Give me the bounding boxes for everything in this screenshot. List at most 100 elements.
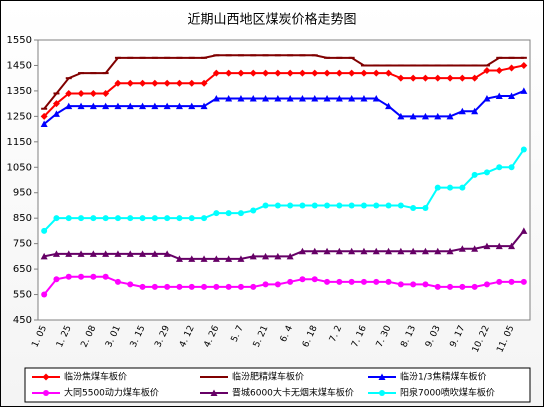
- marker: [249, 69, 257, 77]
- marker: [212, 95, 220, 102]
- marker: [237, 95, 245, 102]
- marker: [324, 278, 331, 285]
- marker: [114, 250, 122, 257]
- marker: [397, 202, 404, 209]
- marker: [126, 102, 134, 110]
- marker: [262, 281, 269, 288]
- chart-title: 近期山西地区煤炭价格走势图: [187, 12, 356, 28]
- marker: [274, 252, 282, 260]
- marker: [151, 215, 158, 222]
- marker: [65, 89, 73, 97]
- marker: [65, 215, 72, 222]
- marker: [422, 205, 429, 211]
- marker: [286, 95, 294, 102]
- marker: [360, 69, 368, 77]
- marker: [520, 61, 528, 69]
- marker: [360, 278, 367, 285]
- marker: [262, 95, 270, 102]
- marker: [372, 69, 380, 77]
- marker: [188, 283, 195, 290]
- marker: [40, 252, 48, 260]
- marker: [151, 250, 159, 257]
- legend-label: 临汾1/3焦精煤车板价: [400, 371, 487, 383]
- marker: [274, 95, 282, 102]
- marker: [287, 202, 294, 209]
- y-tick-label: 1250: [7, 111, 32, 122]
- marker: [483, 169, 490, 176]
- marker: [434, 74, 442, 82]
- series-line: [43, 275, 524, 296]
- marker: [373, 278, 380, 285]
- marker: [335, 95, 343, 102]
- marker: [508, 92, 516, 99]
- marker: [311, 276, 318, 283]
- marker: [483, 281, 490, 288]
- marker: [459, 184, 466, 191]
- marker: [348, 95, 356, 102]
- marker: [422, 281, 429, 288]
- marker: [336, 278, 343, 285]
- marker: [52, 110, 60, 117]
- marker: [65, 250, 73, 257]
- marker: [164, 215, 171, 222]
- marker: [397, 281, 404, 288]
- marker: [164, 283, 171, 290]
- marker: [446, 247, 454, 255]
- marker: [237, 255, 245, 262]
- marker: [495, 242, 503, 250]
- marker: [348, 278, 355, 285]
- marker: [163, 250, 171, 257]
- legend-label: 晋城6000大卡无烟末煤车板价: [232, 387, 354, 399]
- marker: [360, 95, 368, 102]
- marker: [77, 89, 85, 97]
- marker: [348, 202, 355, 209]
- marker: [471, 74, 479, 82]
- marker: [89, 250, 97, 257]
- marker: [53, 215, 60, 222]
- marker: [286, 252, 294, 260]
- marker: [324, 202, 331, 209]
- marker: [298, 69, 306, 77]
- marker: [434, 184, 441, 191]
- marker: [495, 92, 503, 99]
- marker: [446, 74, 454, 82]
- marker: [379, 390, 385, 396]
- y-tick-label: 1150: [7, 137, 32, 148]
- marker: [520, 227, 528, 234]
- marker: [496, 278, 503, 285]
- marker: [102, 250, 110, 257]
- marker: [287, 278, 294, 285]
- marker: [311, 247, 319, 255]
- marker: [323, 247, 331, 255]
- series-line: [43, 54, 524, 110]
- marker: [42, 373, 50, 381]
- marker: [114, 79, 122, 87]
- marker: [139, 283, 146, 290]
- marker: [151, 79, 159, 87]
- marker: [409, 112, 417, 120]
- marker: [447, 283, 454, 290]
- marker: [78, 273, 85, 280]
- marker: [114, 278, 121, 285]
- marker: [188, 102, 196, 110]
- marker: [210, 389, 218, 396]
- marker: [298, 247, 306, 255]
- marker: [225, 95, 233, 102]
- marker: [250, 207, 257, 214]
- marker: [378, 373, 386, 380]
- marker: [77, 102, 85, 110]
- marker: [335, 247, 343, 255]
- marker: [336, 202, 343, 209]
- marker: [126, 79, 134, 87]
- marker: [77, 250, 85, 257]
- marker: [459, 283, 466, 290]
- marker: [89, 89, 97, 97]
- marker: [458, 245, 466, 252]
- marker: [262, 69, 270, 77]
- marker: [102, 273, 109, 280]
- marker: [520, 278, 527, 285]
- legend-label: 大同5500动力煤车板价: [64, 387, 159, 399]
- marker: [458, 74, 466, 82]
- marker: [163, 102, 171, 110]
- marker: [410, 281, 417, 288]
